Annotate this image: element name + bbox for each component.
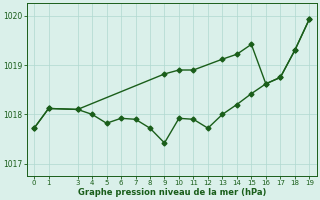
X-axis label: Graphe pression niveau de la mer (hPa): Graphe pression niveau de la mer (hPa) bbox=[77, 188, 266, 197]
